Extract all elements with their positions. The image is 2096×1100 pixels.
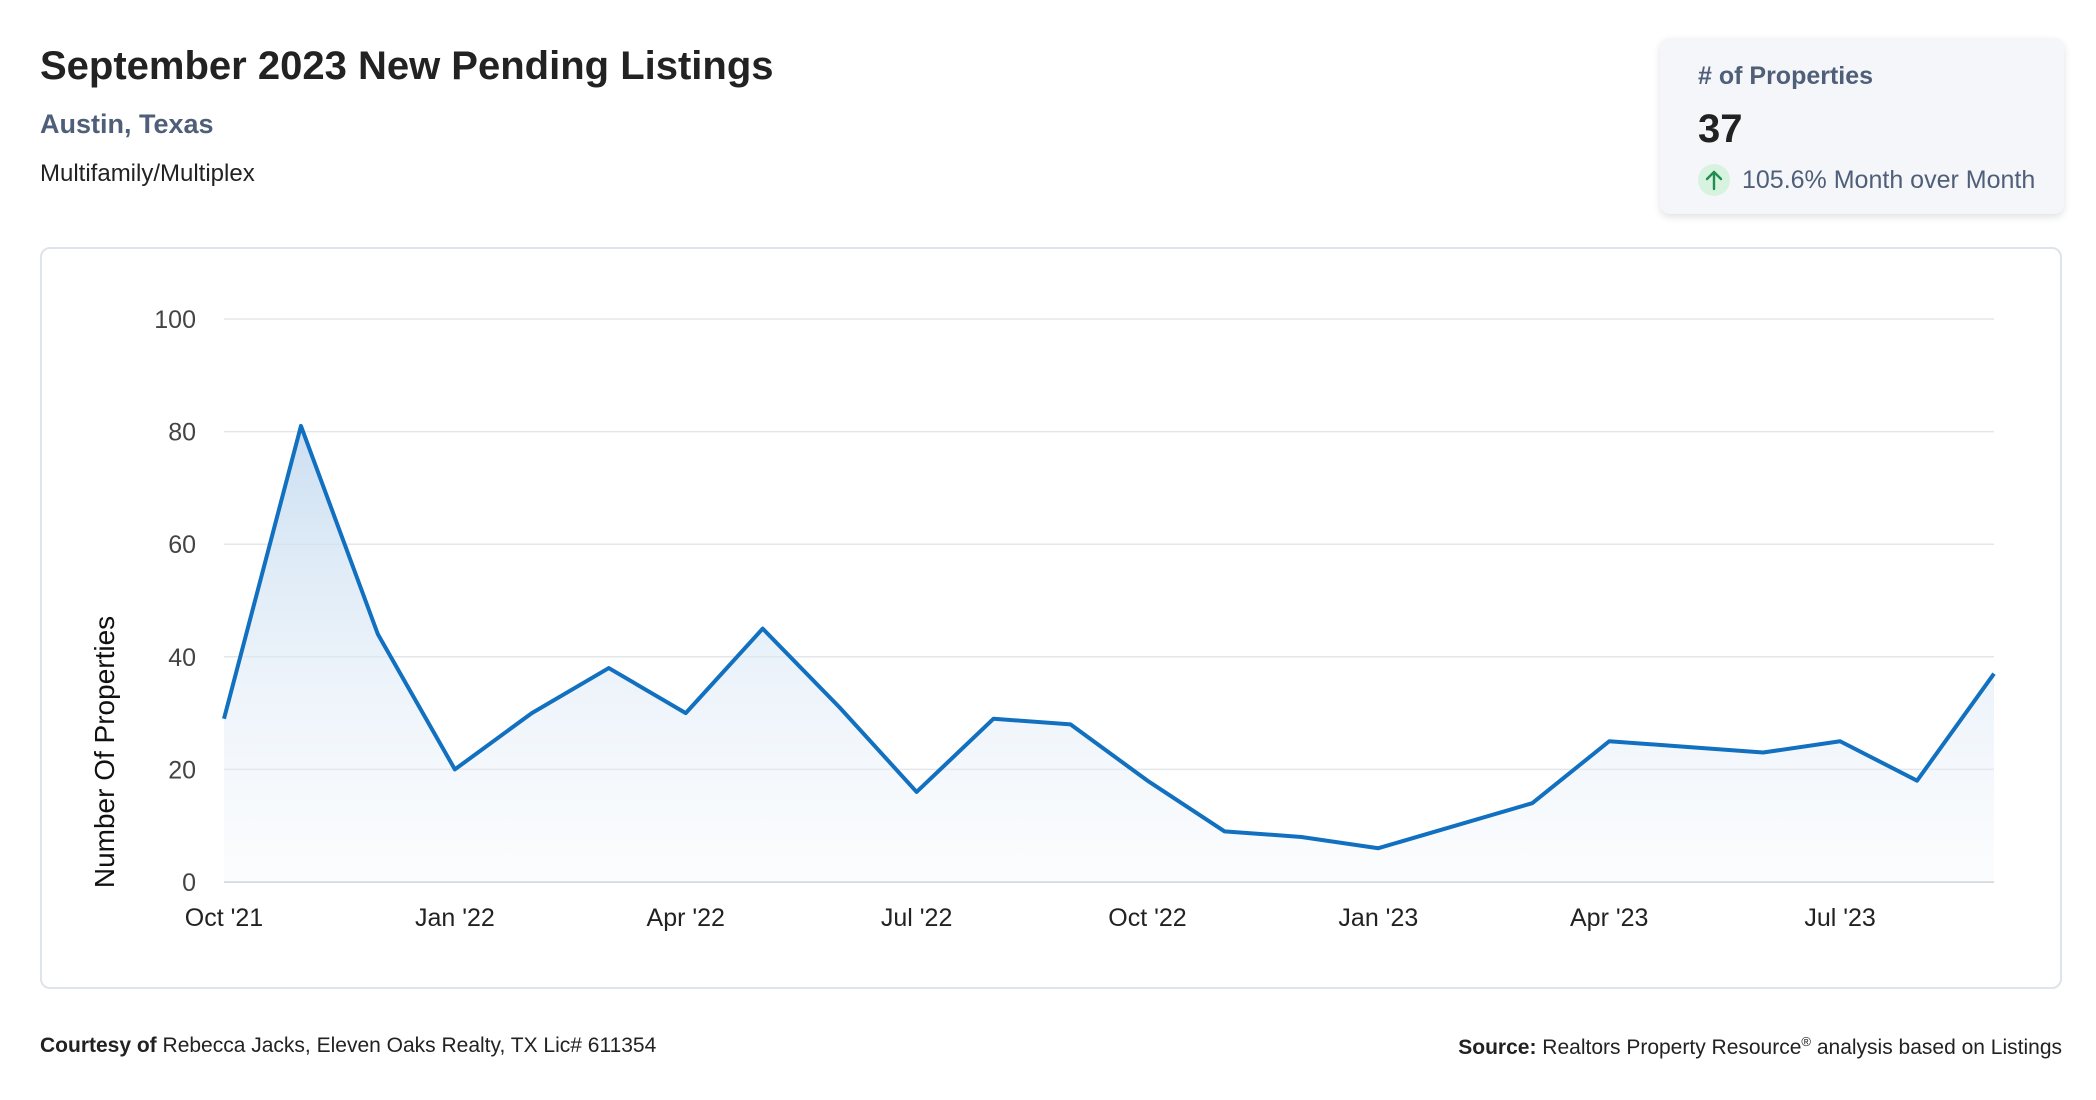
data-point <box>1375 845 1381 851</box>
chart-title: September 2023 New Pending Listings <box>40 44 774 88</box>
data-point <box>1837 738 1843 744</box>
data-point <box>1683 744 1689 750</box>
kpi-change: 105.6% Month over Month <box>1698 164 2064 196</box>
source-text: analysis based on Listings <box>1816 1036 2062 1059</box>
data-point <box>221 716 227 722</box>
data-point <box>529 710 535 716</box>
data-point <box>1144 778 1150 784</box>
line-chart: 0 20 40 60 80 100 Oct '21 Jan '22 Apr '22 Jul '22… <box>89 306 1997 932</box>
data-point <box>1068 721 1074 727</box>
location-subtitle: Austin, Texas <box>40 109 214 139</box>
data-point <box>1760 750 1766 756</box>
data-point <box>298 423 304 429</box>
y-tick-label: 80 <box>168 419 196 447</box>
data-point <box>1452 823 1458 829</box>
chart-panel: 0 20 40 60 80 100 Oct '21 Jan '22 Apr '22 Jul '22… <box>40 247 2062 989</box>
data-point <box>375 631 381 637</box>
x-tick-label: Jul '22 <box>881 904 952 932</box>
y-tick-label: 40 <box>168 644 196 672</box>
kpi-label: # of Properties <box>1698 62 1874 90</box>
x-tick-label: Oct '21 <box>185 904 263 932</box>
registered-mark: ® <box>1801 1034 1811 1049</box>
data-point <box>1529 800 1535 806</box>
data-point <box>1298 834 1304 840</box>
courtesy-footer: Courtesy of Rebecca Jacks, Eleven Oaks R… <box>40 1034 656 1058</box>
data-point <box>606 665 612 671</box>
data-point <box>1991 671 1997 677</box>
x-tick-label: Apr '23 <box>1570 904 1648 932</box>
data-point <box>1914 778 1920 784</box>
property-category: Multifamily/Multiplex <box>40 160 255 187</box>
data-point <box>760 626 766 632</box>
courtesy-label: Courtesy of <box>40 1034 157 1057</box>
x-tick-label: Jul '23 <box>1804 904 1875 932</box>
y-axis-title: Number Of Properties <box>89 616 120 888</box>
data-point <box>1606 738 1612 744</box>
x-tick-label: Jan '22 <box>415 904 495 932</box>
y-tick-label: 60 <box>168 531 196 559</box>
kpi-card: # of Properties 37 105.6% Month over Mon… <box>1660 38 2064 214</box>
courtesy-text: Rebecca Jacks, Eleven Oaks Realty, TX Li… <box>162 1034 657 1057</box>
y-tick-label: 100 <box>154 306 196 334</box>
source-name: Realtors Property Resource <box>1542 1036 1802 1059</box>
data-point <box>452 766 458 772</box>
y-tick-label: 0 <box>182 869 196 897</box>
data-point <box>914 789 920 795</box>
x-tick-label: Apr '22 <box>647 904 725 932</box>
data-point <box>837 704 843 710</box>
kpi-value: 37 <box>1698 107 1743 151</box>
series-line <box>222 423 1996 851</box>
data-point <box>683 710 689 716</box>
series-area <box>224 425 1994 882</box>
source-footer: Source: Realtors Property Resource® anal… <box>1458 1034 2062 1060</box>
arrow-up-icon <box>1698 164 1730 196</box>
x-tick-label: Oct '22 <box>1108 904 1186 932</box>
x-tick-label: Jan '23 <box>1338 904 1418 932</box>
data-point <box>991 716 997 722</box>
y-tick-label: 20 <box>168 756 196 784</box>
data-point <box>1221 828 1227 834</box>
kpi-change-text: 105.6% Month over Month <box>1742 165 2036 194</box>
source-label: Source: <box>1458 1036 1537 1059</box>
